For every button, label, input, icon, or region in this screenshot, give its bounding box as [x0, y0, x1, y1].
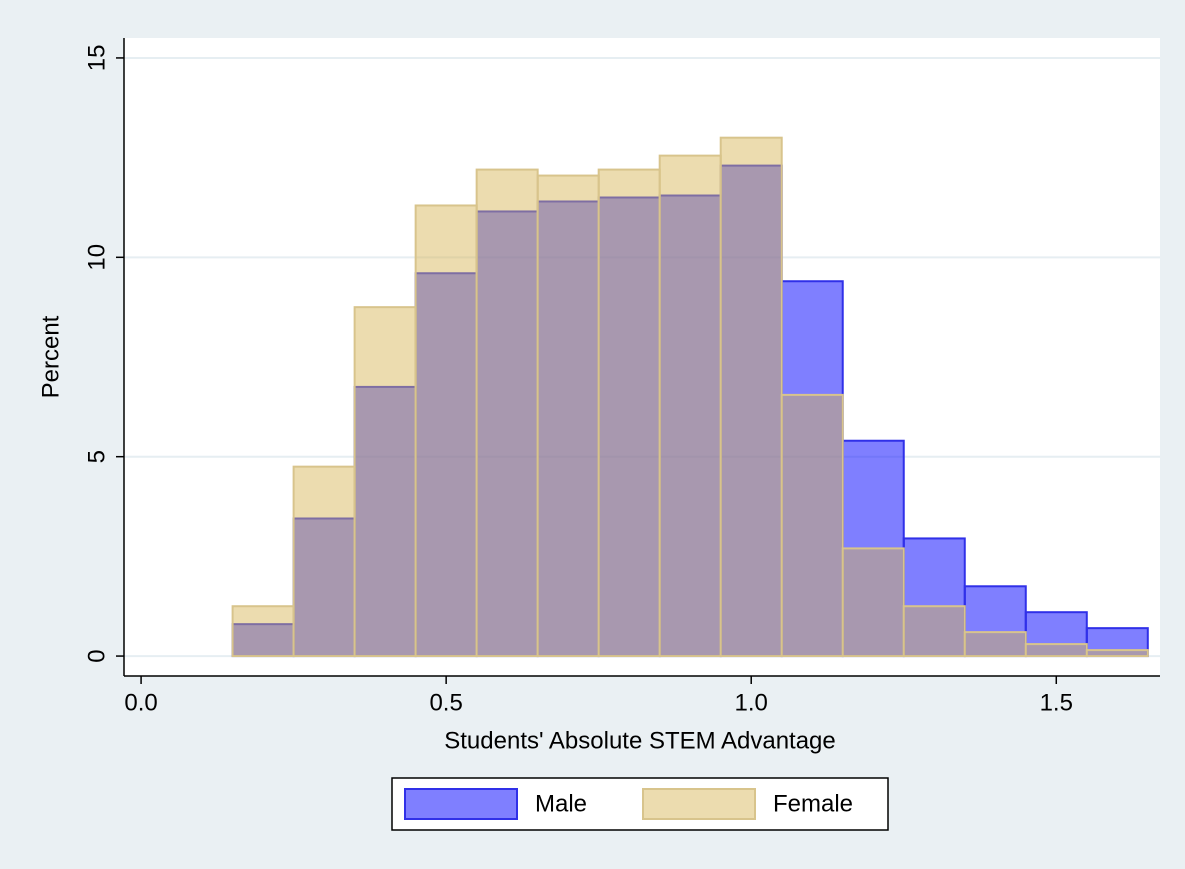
bar — [963, 585, 1027, 658]
legend-swatch — [642, 788, 756, 820]
x-tick-label: 1.5 — [1040, 689, 1073, 716]
y-tick-label: 10 — [83, 244, 110, 271]
bar — [841, 547, 905, 658]
x-tick-label: 0.5 — [429, 689, 462, 716]
x-tick-label: 1.0 — [735, 689, 768, 716]
bar — [597, 168, 661, 658]
legend-swatch — [404, 788, 518, 820]
bar — [353, 306, 417, 658]
legend-label: Male — [535, 790, 587, 817]
y-tick-label: 0 — [83, 649, 110, 662]
legend-label: Female — [773, 790, 853, 817]
bar — [658, 194, 722, 658]
bar — [780, 393, 844, 658]
y-tick-label: 15 — [83, 45, 110, 72]
bar — [231, 605, 295, 658]
bar — [902, 605, 966, 658]
bar — [475, 168, 539, 658]
bar — [414, 204, 478, 658]
y-axis-label: Percent — [37, 315, 64, 398]
bar — [1085, 649, 1149, 658]
bar — [1024, 643, 1088, 658]
x-axis-label: Students' Absolute STEM Advantage — [444, 727, 836, 754]
bar — [414, 272, 478, 658]
bar — [963, 631, 1027, 658]
y-tick-label: 5 — [83, 450, 110, 463]
x-tick-label: 0.0 — [124, 689, 157, 716]
bar — [292, 517, 356, 658]
bar — [292, 465, 356, 658]
bar — [658, 154, 722, 658]
bar — [536, 200, 600, 658]
bar — [719, 136, 783, 658]
bar — [536, 174, 600, 658]
